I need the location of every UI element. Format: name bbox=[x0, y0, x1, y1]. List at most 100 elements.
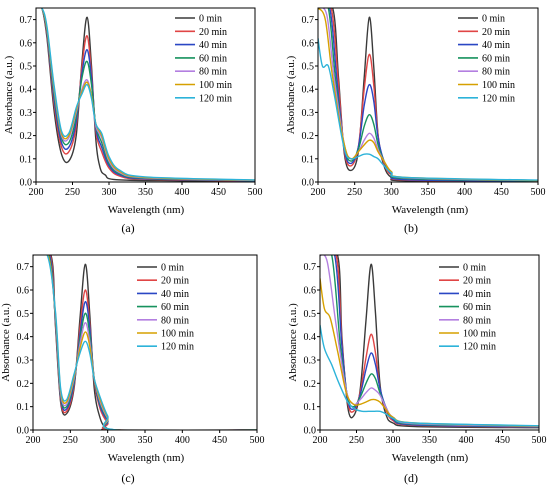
y-tick-label: 0.6 bbox=[304, 286, 317, 297]
legend-label: 0 min bbox=[463, 263, 486, 274]
y-tick-label: 0.4 bbox=[20, 85, 33, 96]
y-tick-label: 0.7 bbox=[304, 262, 317, 273]
legend-label: 40 min bbox=[482, 40, 510, 51]
legend-label: 20 min bbox=[463, 276, 491, 287]
legend-label: 80 min bbox=[161, 315, 189, 326]
y-tick-label: 0.2 bbox=[20, 131, 33, 142]
legend-label: 120 min bbox=[463, 342, 496, 353]
legend-label: 40 min bbox=[199, 40, 227, 51]
x-tick-label: 400 bbox=[175, 187, 190, 198]
series-group bbox=[320, 255, 539, 429]
x-tick-label: 450 bbox=[212, 435, 227, 446]
x-tick-label: 400 bbox=[175, 435, 190, 446]
x-tick-label: 350 bbox=[138, 187, 153, 198]
y-tick-label: 0.7 bbox=[17, 262, 30, 273]
legend-label: 60 min bbox=[463, 302, 491, 313]
series-line-100-min bbox=[318, 8, 538, 182]
y-tick-label: 0.5 bbox=[20, 62, 33, 73]
series-line-120-min bbox=[320, 324, 539, 427]
x-axis-title: Wavelength (nm) bbox=[108, 204, 185, 216]
legend-label: 100 min bbox=[482, 80, 515, 91]
y-tick-label: 0.6 bbox=[302, 38, 315, 49]
chart-panel-2: 200 250 300 350 400 450 500 0.0 0.1 0.2 0.3 0.4 0.5 0… bbox=[285, 7, 546, 235]
x-tick-label: 250 bbox=[347, 187, 362, 198]
x-tick-label: 300 bbox=[384, 187, 399, 198]
y-axis-title: Absorbance (a.u.) bbox=[285, 55, 297, 134]
series-line-80-min bbox=[320, 255, 539, 427]
y-tick-label: 0.2 bbox=[302, 131, 315, 142]
x-tick-label: 450 bbox=[494, 187, 509, 198]
x-tick-label: 450 bbox=[495, 435, 510, 446]
legend: 0 min 20 min 40 min 60 min 80 min 100 min 120 … bbox=[458, 14, 515, 104]
y-axis-title: Absorbance (a.u.) bbox=[287, 303, 299, 382]
y-tick-label: 0.1 bbox=[17, 402, 30, 413]
legend-label: 120 min bbox=[482, 93, 515, 104]
x-tick-label: 300 bbox=[386, 435, 401, 446]
y-tick-label: 0.3 bbox=[302, 108, 315, 119]
legend-label: 0 min bbox=[199, 14, 222, 25]
x-tick-label: 300 bbox=[100, 435, 115, 446]
series-line-100-min bbox=[320, 278, 539, 427]
legend-label: 60 min bbox=[482, 53, 510, 64]
x-tick-label: 500 bbox=[248, 187, 263, 198]
panel-label: (b) bbox=[404, 221, 418, 235]
legend-label: 0 min bbox=[161, 263, 184, 274]
x-tick-label: 350 bbox=[138, 435, 153, 446]
x-tick-label: 400 bbox=[459, 435, 474, 446]
y-tick-label: 0.5 bbox=[17, 309, 30, 320]
panel-label: (a) bbox=[121, 221, 134, 235]
y-tick-label: 0.3 bbox=[304, 356, 317, 367]
y-tick-label: 0.0 bbox=[17, 426, 30, 437]
x-tick-label: 500 bbox=[532, 435, 547, 446]
y-tick-label: 0.4 bbox=[304, 332, 317, 343]
x-axis-title: Wavelength (nm) bbox=[392, 452, 469, 464]
legend-label: 60 min bbox=[161, 302, 189, 313]
series-group bbox=[318, 8, 538, 182]
y-tick-label: 0.5 bbox=[302, 62, 315, 73]
panel-label: (c) bbox=[121, 471, 134, 485]
y-tick-label: 0.3 bbox=[20, 108, 33, 119]
y-tick-label: 0.1 bbox=[304, 402, 317, 413]
y-tick-label: 0.4 bbox=[17, 332, 30, 343]
y-tick-label: 0.7 bbox=[302, 15, 315, 26]
y-tick-label: 0.1 bbox=[20, 154, 33, 165]
legend: 0 min 20 min 40 min 60 min 80 min 100 min 120 … bbox=[137, 263, 194, 353]
series-line-0-min bbox=[320, 255, 539, 429]
y-tick-label: 0.1 bbox=[302, 154, 315, 165]
legend-label: 80 min bbox=[199, 67, 227, 78]
x-axis-title: Wavelength (nm) bbox=[392, 204, 469, 216]
x-tick-label: 300 bbox=[102, 187, 117, 198]
legend-label: 20 min bbox=[161, 276, 189, 287]
x-tick-label: 350 bbox=[422, 435, 437, 446]
chart-panel-1: 200 250 300 350 400 450 500 0.0 0.1 0.2 0.3 0.4 0.5 0… bbox=[3, 7, 263, 235]
x-tick-label: 250 bbox=[65, 187, 80, 198]
legend-label: 120 min bbox=[161, 342, 194, 353]
x-tick-label: 250 bbox=[63, 435, 78, 446]
x-axis-title: Wavelength (nm) bbox=[108, 452, 185, 464]
series-group bbox=[36, 8, 255, 182]
x-tick-label: 350 bbox=[421, 187, 436, 198]
x-tick-label: 400 bbox=[457, 187, 472, 198]
y-axis-title: Absorbance (a.u.) bbox=[0, 303, 12, 382]
x-tick-label: 200 bbox=[26, 435, 41, 446]
legend-label: 40 min bbox=[161, 289, 189, 300]
legend-label: 40 min bbox=[463, 289, 491, 300]
chart-panel-3: 200 250 300 350 400 450 500 0.0 0.1 0.2 0.3 0.4 0.5 0… bbox=[0, 254, 265, 485]
legend-label: 120 min bbox=[199, 93, 232, 104]
y-tick-label: 0.2 bbox=[304, 379, 317, 390]
series-line-120-min bbox=[318, 38, 538, 181]
legend-label: 0 min bbox=[482, 14, 505, 25]
x-tick-label: 200 bbox=[311, 187, 326, 198]
legend-label: 80 min bbox=[482, 67, 510, 78]
legend-label: 20 min bbox=[199, 27, 227, 38]
y-tick-label: 0.5 bbox=[304, 309, 317, 320]
series-line-80-min bbox=[33, 255, 257, 430]
series-line-40-min bbox=[320, 255, 539, 428]
y-tick-label: 0.0 bbox=[20, 178, 33, 189]
legend-label: 100 min bbox=[199, 80, 232, 91]
y-tick-label: 0.3 bbox=[17, 356, 30, 367]
panel-label: (d) bbox=[404, 471, 418, 485]
series-line-120-min bbox=[36, 8, 255, 181]
x-tick-label: 500 bbox=[250, 435, 265, 446]
